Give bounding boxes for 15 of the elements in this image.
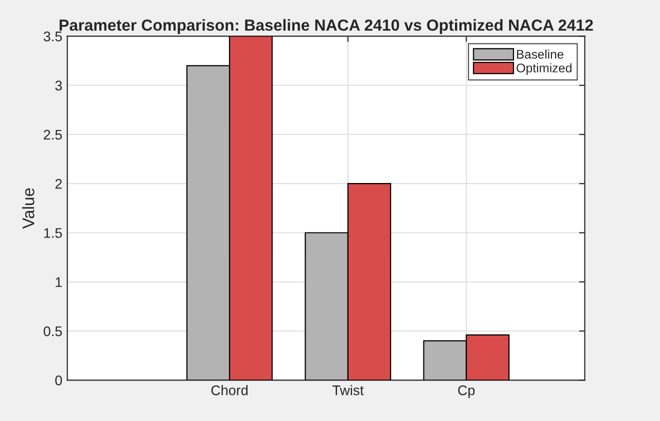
y-tick-label: 3	[55, 80, 62, 91]
y-tick-label: 2.5	[44, 130, 62, 140]
chart-title: Parameter Comparison: Baseline NACA 2410 vs Optimized NACA 2412	[60, 19, 593, 34]
y-tick-label: 0.5	[44, 326, 62, 336]
legend-label: Optimized	[516, 63, 572, 75]
x-tick-label: Chord	[211, 385, 248, 396]
x-tick-label: Cp	[458, 385, 475, 398]
y-tick-label: 3.5	[44, 32, 62, 42]
y-tick-label: 2	[55, 178, 62, 189]
y-tick-label: 1	[56, 277, 62, 287]
legend-label: Baseline	[517, 50, 564, 59]
y-tick-label: 0	[55, 375, 62, 386]
y-axis-title: Value	[22, 188, 34, 229]
y-tick-label: 1.5	[44, 228, 62, 238]
x-tick-label: Twist	[332, 385, 364, 396]
